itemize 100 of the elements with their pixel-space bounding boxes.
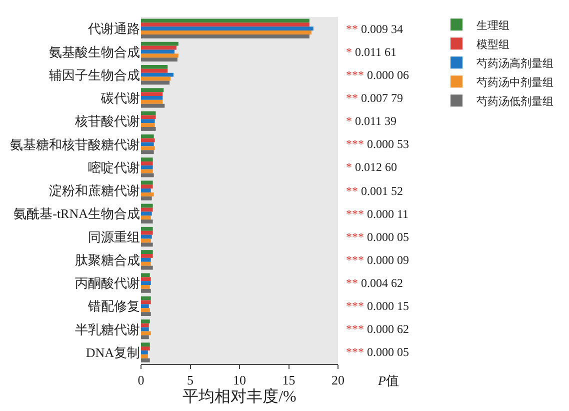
- bar: [141, 323, 149, 328]
- bar: [141, 358, 150, 362]
- bar: [141, 42, 178, 46]
- bar: [141, 72, 174, 77]
- bar: [141, 312, 151, 316]
- bar: [141, 308, 150, 312]
- y-tick-label: 半乳糖代谢: [75, 322, 140, 337]
- bar: [141, 111, 156, 116]
- bar: [141, 296, 151, 300]
- bar: [141, 304, 149, 308]
- legend-label: 生理组: [476, 18, 510, 32]
- text: *** 0.000 62: [346, 322, 409, 336]
- bar: [141, 258, 151, 262]
- bar: [141, 350, 148, 354]
- bar: [141, 169, 153, 174]
- y-tick-label: 氨基酸生物合成: [49, 44, 140, 60]
- bar: [141, 250, 153, 254]
- text: ** 0.001 52: [346, 184, 403, 198]
- bar: [141, 92, 163, 96]
- text: *** 0.000 06: [346, 68, 409, 82]
- x-tick-label: 0: [138, 372, 144, 388]
- bar: [141, 158, 153, 162]
- text: * 0.011 61: [346, 45, 397, 59]
- y-tick-label: 错配修复: [87, 298, 140, 314]
- bar: [141, 220, 153, 224]
- bar: [141, 18, 310, 23]
- bar: [141, 165, 153, 170]
- bar: [141, 192, 154, 196]
- bar: [141, 354, 148, 358]
- bar: [141, 150, 154, 154]
- y-tick-label: 核苷酸代谢: [74, 114, 140, 129]
- text: *** 0.000 05: [346, 345, 409, 359]
- y-tick-label: 碳代谢: [100, 90, 140, 106]
- bar: [141, 277, 151, 282]
- bar: [141, 96, 163, 100]
- bar: [141, 22, 310, 27]
- bar: [141, 88, 164, 92]
- bar: [141, 288, 151, 293]
- x-tick-label: 5: [187, 372, 194, 388]
- bar: [141, 230, 153, 235]
- bar: [141, 262, 151, 266]
- bar: [141, 331, 151, 336]
- y-tick-label: 丙酮酸代谢: [75, 276, 140, 291]
- bar: [141, 335, 149, 340]
- y-tick-label: 辅因子生物合成: [49, 67, 140, 82]
- bar: [141, 188, 151, 192]
- text: * 0.012 60: [346, 160, 397, 174]
- bar: [141, 127, 156, 131]
- bar: [141, 65, 168, 69]
- y-tick-label: 氨酰基-tRNA生物合成: [14, 206, 140, 222]
- bar: [141, 300, 151, 304]
- bar: [141, 50, 174, 54]
- bar: [141, 319, 150, 324]
- y-tick-label: 肽聚糖合成: [75, 252, 140, 268]
- bar: [141, 180, 153, 185]
- text: *** 0.000 53: [346, 137, 409, 151]
- bar: [141, 226, 153, 231]
- bar: [141, 100, 163, 104]
- bar: [141, 34, 310, 38]
- y-tick-label: 代谢通路: [87, 21, 140, 36]
- x-tick-label: 10: [233, 372, 246, 388]
- text: *** 0.000 05: [346, 230, 409, 244]
- bar: [141, 342, 150, 347]
- bar: [141, 119, 155, 124]
- bar: [141, 138, 155, 142]
- y-tick-label: 淀粉和蔗糖代谢: [49, 183, 140, 198]
- bar: [141, 285, 150, 289]
- text: ** 0.004 62: [346, 276, 403, 290]
- bar: [141, 26, 314, 31]
- bar: [141, 104, 165, 108]
- bar: [141, 212, 152, 216]
- bar: [141, 115, 156, 120]
- bar: [141, 281, 151, 285]
- bar: [141, 30, 312, 34]
- x-tick-label: 20: [332, 372, 344, 388]
- text: *** 0.000 11: [346, 207, 409, 221]
- text: ** 0.009 34: [346, 22, 403, 36]
- y-tick-label: 嘧啶代谢: [88, 160, 140, 175]
- y-tick-label: 氨基糖和核苷酸糖代谢: [10, 136, 140, 152]
- bar: [141, 254, 153, 258]
- bar: [141, 161, 153, 166]
- bar: [141, 58, 178, 62]
- bar: [141, 184, 153, 189]
- y-tick-label: 同源重组: [88, 229, 140, 244]
- x-tick-label: 15: [282, 372, 296, 388]
- text: * 0.011 39: [346, 114, 397, 128]
- bar: [141, 68, 168, 73]
- bar: [141, 273, 150, 278]
- legend-label: 芍药汤中剂量组: [476, 76, 554, 89]
- bar: [141, 208, 153, 212]
- legend-label: 芍药汤低剂量组: [476, 94, 554, 108]
- bar: [141, 238, 151, 243]
- bar: [141, 134, 154, 138]
- bar: [141, 346, 150, 350]
- bar: [141, 327, 149, 332]
- bar: [141, 123, 155, 127]
- bar: [141, 146, 155, 150]
- y-tick-label: DNA复制: [86, 344, 140, 360]
- bar: [141, 196, 152, 200]
- bar: [141, 142, 154, 146]
